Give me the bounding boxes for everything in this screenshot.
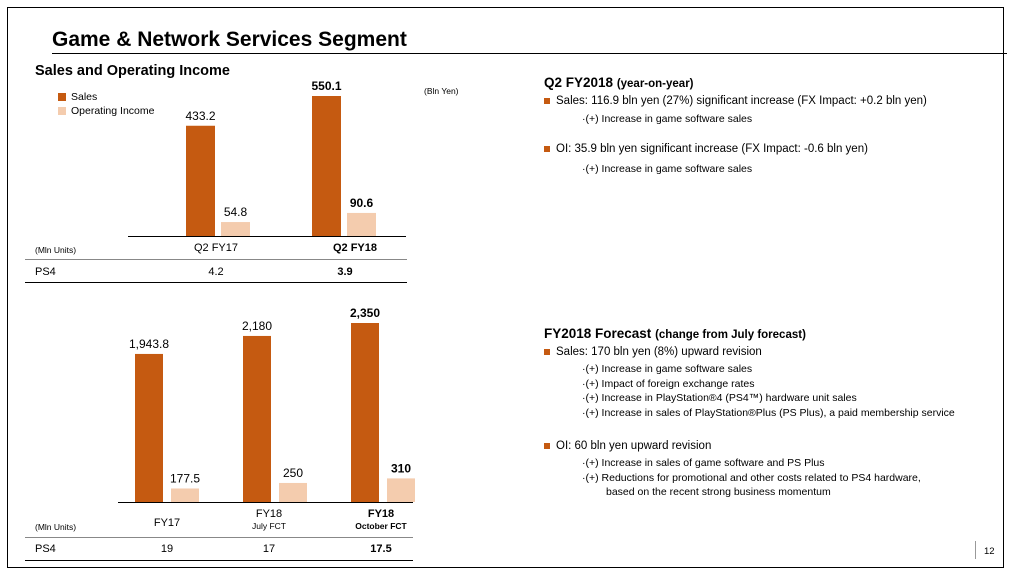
bottom-oi-value-label: 310 — [391, 461, 411, 475]
bottom-table-cell: 17.5 — [370, 543, 392, 555]
top-sales-bar — [312, 96, 341, 236]
forecast-sales-subitem: ·(+) Impact of foreign exchange rates — [582, 378, 755, 390]
forecast-oi-subitem: ·(+) Increase in sales of game software … — [582, 457, 825, 469]
q2-oi-subitem: ·(+) Increase in game software sales — [582, 163, 753, 175]
top-oi-value-label: 90.6 — [350, 196, 374, 210]
bottom-subcategory-october: October FCT — [355, 521, 407, 531]
bottom-sales-bar — [243, 335, 271, 502]
bottom-sales-bar — [135, 353, 163, 502]
bullet-square-icon — [544, 146, 550, 152]
top-category-q2fy18: Q2 FY18 — [332, 242, 378, 254]
legend-operating-income: Operating Income — [58, 105, 154, 117]
forecast-title-note: (change from July forecast) — [655, 329, 806, 341]
top-sales-bar — [186, 125, 215, 236]
forecast-oi-subitem-continued: based on the recent strong business mome… — [606, 486, 831, 498]
top-oi-value-label: 54.8 — [224, 205, 248, 219]
bottom-category-fy18-july: FY18 — [255, 508, 283, 520]
bottom-table-rule-2 — [25, 560, 413, 561]
bottom-oi-bar — [279, 482, 307, 502]
bottom-category-fy17: FY17 — [153, 517, 181, 529]
top-category-q2fy17: Q2 FY17 — [193, 242, 239, 254]
top-table-rule-2 — [25, 282, 407, 283]
top-table-row-label: PS4 — [35, 266, 56, 278]
q2-title-note: (year-on-year) — [616, 78, 694, 90]
forecast-oi-subitem: ·(+) Reductions for promotional and othe… — [582, 472, 921, 484]
legend-oi-swatch — [58, 107, 66, 115]
bottom-table-unit: (Mln Units) — [35, 522, 77, 532]
q2-sales-subitem: ·(+) Increase in game software sales — [582, 113, 753, 125]
top-chart-baseline — [128, 236, 406, 237]
top-table-cell: 4.2 — [208, 266, 224, 278]
top-table-rule-1 — [25, 259, 407, 260]
bullet-square-icon — [544, 443, 550, 449]
forecast-sales-bullet: Sales: 170 bln yen (8%) upward revision — [544, 346, 762, 358]
forecast-oi-text: OI: 60 bln yen upward revision — [556, 440, 712, 452]
bottom-oi-bar — [171, 488, 199, 502]
bottom-table-row-label: PS4 — [35, 543, 56, 555]
forecast-sales-subitem: ·(+) Increase in game software sales — [582, 363, 753, 375]
page-number: 12 — [984, 546, 995, 557]
forecast-sales-subitem: ·(+) Increase in sales of PlayStation®Pl… — [582, 407, 955, 419]
q2-oi-bullet: OI: 35.9 bln yen significant increase (F… — [544, 143, 868, 155]
bottom-oi-value-label: 177.5 — [170, 471, 200, 485]
bottom-table-cell: 17 — [262, 543, 276, 555]
legend-sales-swatch — [58, 93, 66, 101]
bottom-category-fy18-october: FY18 — [367, 508, 395, 520]
bullet-square-icon — [544, 98, 550, 104]
top-table-cell: 3.9 — [337, 266, 353, 278]
forecast-oi-bullet: OI: 60 bln yen upward revision — [544, 440, 711, 452]
bottom-sales-value-label: 2,180 — [242, 319, 272, 333]
page-title: Game & Network Services Segment — [52, 28, 407, 51]
bottom-subcategory-july: July FCT — [252, 521, 286, 531]
title-underline — [52, 53, 1007, 54]
page-number-box — [975, 541, 996, 559]
q2-title-text: Q2 FY2018 — [544, 75, 614, 90]
top-table-unit: (Mln Units) — [35, 245, 77, 255]
top-sales-value-label: 433.2 — [185, 109, 215, 123]
bottom-oi-value-label: 250 — [283, 466, 303, 480]
legend-sales-label: Sales — [71, 91, 98, 103]
bottom-chart-baseline — [118, 502, 413, 503]
forecast-section-title: FY2018 Forecast (change from July foreca… — [544, 326, 806, 341]
q2-section-title: Q2 FY2018 (year-on-year) — [544, 75, 694, 90]
bottom-oi-bar — [387, 478, 415, 502]
q2-sales-bullet: Sales: 116.9 bln yen (27%) significant i… — [544, 95, 927, 107]
bottom-sales-value-label: 2,350 — [350, 306, 380, 320]
forecast-sales-subitem: ·(+) Increase in PlayStation®4 (PS4™) ha… — [582, 392, 857, 404]
top-oi-bar — [347, 212, 376, 236]
q2-oi-text: OI: 35.9 bln yen significant increase (F… — [556, 143, 868, 155]
top-oi-bar — [221, 222, 250, 236]
section-subtitle: Sales and Operating Income — [35, 63, 230, 79]
top-sales-value-label: 550.1 — [311, 79, 341, 93]
q2-sales-text: Sales: 116.9 bln yen (27%) significant i… — [556, 95, 927, 107]
unit-note: (Bln Yen) — [424, 86, 459, 96]
bottom-sales-bar — [351, 323, 379, 502]
legend-oi-label: Operating Income — [71, 105, 155, 117]
slide-frame — [7, 7, 1004, 568]
bottom-table-cell: 19 — [160, 543, 174, 555]
legend-sales: Sales — [58, 91, 97, 103]
forecast-title-text: FY2018 Forecast — [544, 326, 652, 341]
forecast-sales-text: Sales: 170 bln yen (8%) upward revision — [556, 346, 762, 358]
bottom-table-rule-1 — [25, 537, 413, 538]
bullet-square-icon — [544, 349, 550, 355]
bottom-sales-value-label: 1,943.8 — [129, 337, 169, 351]
